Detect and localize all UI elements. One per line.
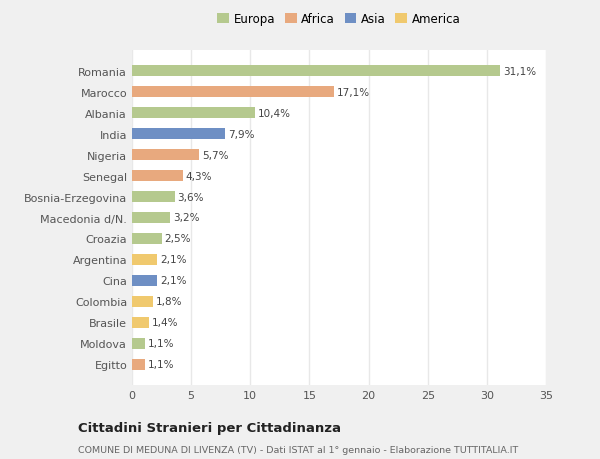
Text: COMUNE DI MEDUNA DI LIVENZA (TV) - Dati ISTAT al 1° gennaio - Elaborazione TUTTI: COMUNE DI MEDUNA DI LIVENZA (TV) - Dati … [78, 445, 518, 454]
Text: 3,2%: 3,2% [173, 213, 199, 223]
Text: 5,7%: 5,7% [202, 150, 229, 160]
Bar [132, 254, 157, 266]
Bar [132, 66, 500, 77]
Bar [132, 317, 149, 329]
Bar [132, 275, 157, 286]
Bar [132, 170, 183, 182]
Bar [132, 212, 170, 224]
Text: 1,4%: 1,4% [152, 318, 178, 328]
Text: 3,6%: 3,6% [178, 192, 204, 202]
Text: 2,1%: 2,1% [160, 255, 186, 265]
Bar [132, 296, 153, 308]
Bar [132, 87, 334, 98]
Text: 10,4%: 10,4% [258, 108, 291, 118]
Bar [132, 129, 226, 140]
Text: 17,1%: 17,1% [337, 87, 370, 97]
Legend: Europa, Africa, Asia, America: Europa, Africa, Asia, America [214, 10, 464, 29]
Text: 1,1%: 1,1% [148, 359, 175, 369]
Text: 1,8%: 1,8% [156, 297, 183, 307]
Text: 7,9%: 7,9% [229, 129, 255, 139]
Text: 2,1%: 2,1% [160, 276, 186, 286]
Text: 4,3%: 4,3% [186, 171, 212, 181]
Bar [132, 191, 175, 203]
Text: 2,5%: 2,5% [164, 234, 191, 244]
Text: Cittadini Stranieri per Cittadinanza: Cittadini Stranieri per Cittadinanza [78, 421, 341, 434]
Bar [132, 107, 255, 119]
Bar [132, 150, 199, 161]
Text: 31,1%: 31,1% [503, 67, 536, 77]
Bar [132, 359, 145, 370]
Text: 1,1%: 1,1% [148, 339, 175, 349]
Bar [132, 338, 145, 349]
Bar [132, 233, 161, 245]
